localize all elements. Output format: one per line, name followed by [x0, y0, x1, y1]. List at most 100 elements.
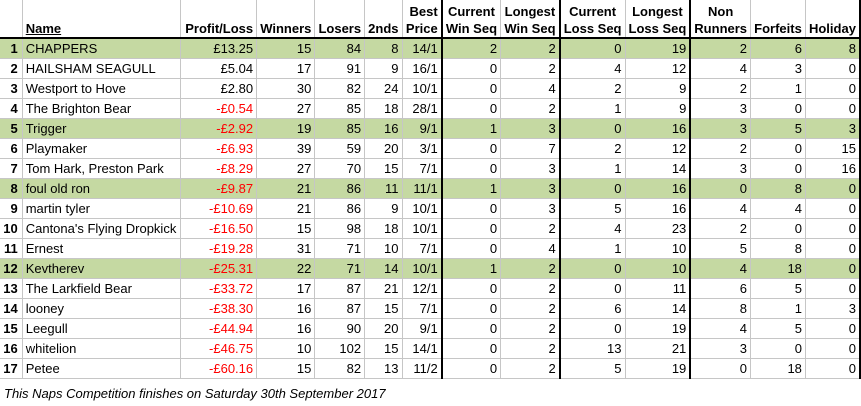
row-holiday: 3 — [805, 118, 861, 139]
table-row: 10 Cantona's Flying Dropkick -£16.50 15 98 18… — [0, 218, 861, 239]
row-longest-loss-seq: 10 — [625, 258, 691, 279]
table-row: 9 martin tyler -£10.69 21 86 9 10/1 0 3 5 16 4 4 0 — [0, 198, 861, 219]
row-longest-loss-seq: 19 — [625, 358, 691, 379]
row-forfeits: 1 — [750, 78, 806, 99]
row-current-win-seq: 0 — [440, 138, 502, 159]
header-non-runners-line1: Non — [708, 4, 734, 19]
row-seconds: 15 — [364, 298, 403, 319]
row-forfeits: 8 — [750, 178, 806, 199]
row-longest-loss-seq: 14 — [625, 298, 691, 319]
row-winners: 21 — [256, 198, 316, 219]
row-rank: 1 — [0, 37, 23, 59]
row-name: looney — [22, 298, 181, 319]
row-rank: 2 — [0, 58, 23, 79]
row-current-loss-seq: 0 — [558, 37, 626, 59]
row-name: The Brighton Bear — [22, 98, 181, 119]
row-rank: 3 — [0, 78, 23, 99]
header-non-runners: Non Runners — [689, 0, 752, 39]
row-longest-loss-seq: 16 — [625, 178, 691, 199]
row-best-price: 11/1 — [402, 178, 443, 199]
row-name: Cantona's Flying Dropkick — [22, 218, 181, 239]
row-holiday: 0 — [805, 198, 861, 219]
row-name: Tom Hark, Preston Park — [22, 158, 181, 179]
row-forfeits: 0 — [750, 138, 806, 159]
row-current-loss-seq: 2 — [558, 138, 626, 159]
row-winners: 10 — [256, 338, 316, 359]
row-non-runners: 4 — [689, 258, 752, 279]
table-row: 16 whitelion -£46.75 10 102 15 14/1 0 2 13 21 3 0 0 — [0, 338, 861, 359]
row-longest-win-seq: 2 — [500, 98, 561, 119]
table-row: 4 The Brighton Bear -£0.54 27 85 18 28/1 0 2 1 9 3 0… — [0, 98, 861, 119]
row-longest-win-seq: 3 — [500, 118, 561, 139]
row-holiday: 15 — [805, 138, 861, 159]
row-seconds: 11 — [364, 178, 403, 199]
row-winners: 27 — [256, 158, 316, 179]
row-current-win-seq: 1 — [440, 118, 502, 139]
row-profit-loss: £2.80 — [180, 78, 258, 99]
row-name: CHAPPERS — [22, 37, 181, 59]
row-current-win-seq: 0 — [440, 238, 502, 259]
table-row: 5 Trigger -£2.92 19 85 16 9/1 1 3 0 16 3 5 3 — [0, 118, 861, 139]
row-current-win-seq: 2 — [440, 37, 502, 59]
table-row: 3 Westport to Hove £2.80 30 82 24 10/1 0 4 2 9 2 1 0 — [0, 78, 861, 99]
row-seconds: 20 — [364, 318, 403, 339]
row-rank: 15 — [0, 318, 23, 339]
table-row: 13 The Larkfield Bear -£33.72 17 87 21 12/1 0 2 0… — [0, 278, 861, 299]
header-profit-loss: Profit/Loss — [180, 0, 258, 39]
table-row: 8 foul old ron -£9.87 21 86 11 11/1 1 3 0 16 0 8 0 — [0, 178, 861, 199]
row-longest-loss-seq: 12 — [625, 58, 691, 79]
row-forfeits: 0 — [750, 218, 806, 239]
row-current-loss-seq: 6 — [558, 298, 626, 319]
header-longest-loss-seq: Longest Loss Seq — [625, 0, 691, 39]
row-non-runners: 4 — [689, 58, 752, 79]
row-forfeits: 6 — [750, 37, 806, 59]
row-winners: 17 — [256, 58, 316, 79]
row-longest-loss-seq: 19 — [625, 37, 691, 59]
row-seconds: 24 — [364, 78, 403, 99]
header-current-win-line2: Win Seq — [445, 21, 498, 36]
row-longest-win-seq: 3 — [500, 198, 561, 219]
row-forfeits: 18 — [750, 358, 806, 379]
row-rank: 13 — [0, 278, 23, 299]
row-seconds: 9 — [364, 58, 403, 79]
row-holiday: 8 — [805, 37, 861, 59]
row-current-win-seq: 0 — [440, 298, 502, 319]
row-longest-loss-seq: 23 — [625, 218, 691, 239]
row-holiday: 3 — [805, 298, 861, 319]
row-profit-loss: -£10.69 — [180, 198, 258, 219]
row-name: Leegull — [22, 318, 181, 339]
row-non-runners: 6 — [689, 278, 752, 299]
row-non-runners: 4 — [689, 198, 752, 219]
row-current-win-seq: 0 — [440, 198, 502, 219]
row-rank: 4 — [0, 98, 23, 119]
row-profit-loss: -£6.93 — [180, 138, 258, 159]
table-row: 11 Ernest -£19.28 31 71 10 7/1 0 4 1 10 5 8 0 — [0, 238, 861, 259]
header-current-win-seq: Current Win Seq — [440, 0, 502, 39]
row-profit-loss: £13.25 — [180, 37, 258, 59]
row-losers: 82 — [314, 78, 366, 99]
row-name: whitelion — [22, 338, 181, 359]
row-best-price: 10/1 — [402, 198, 443, 219]
row-current-win-seq: 0 — [440, 158, 502, 179]
row-current-win-seq: 0 — [440, 318, 502, 339]
row-current-win-seq: 0 — [440, 218, 502, 239]
row-longest-loss-seq: 14 — [625, 158, 691, 179]
row-seconds: 14 — [364, 258, 403, 279]
row-longest-win-seq: 2 — [500, 278, 561, 299]
row-longest-win-seq: 2 — [500, 298, 561, 319]
header-seconds: 2nds — [364, 0, 403, 39]
header-longest-win-line1: Longest — [504, 4, 556, 19]
row-longest-win-seq: 4 — [500, 78, 561, 99]
row-current-loss-seq: 5 — [558, 198, 626, 219]
row-forfeits: 3 — [750, 58, 806, 79]
row-forfeits: 18 — [750, 258, 806, 279]
row-holiday: 0 — [805, 78, 861, 99]
row-seconds: 16 — [364, 118, 403, 139]
header-best-price-line1: Best — [409, 4, 438, 19]
row-best-price: 10/1 — [402, 78, 443, 99]
header-forfeits: Forfeits — [750, 0, 806, 39]
row-losers: 87 — [314, 298, 366, 319]
header-holiday: Holiday — [805, 0, 861, 39]
row-longest-win-seq: 2 — [500, 37, 561, 59]
row-name: Kevtherev — [22, 258, 181, 279]
